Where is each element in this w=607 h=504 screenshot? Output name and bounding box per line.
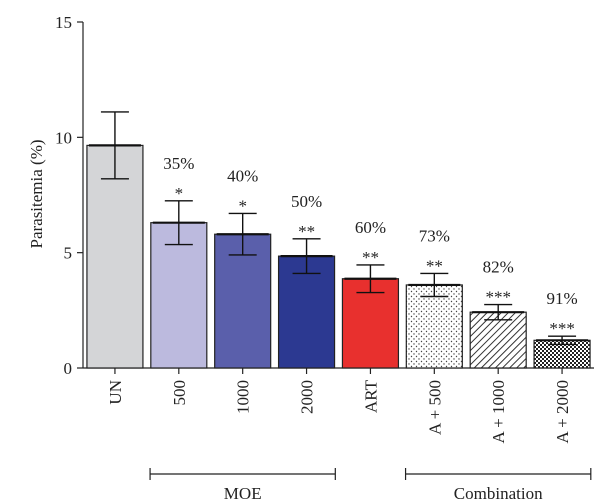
bars	[86, 144, 591, 369]
reduction-label: 73%	[419, 226, 450, 245]
x-tick-label: A + 1000	[489, 380, 508, 443]
reduction-label: 91%	[546, 289, 577, 308]
x-tick-label: A + 2000	[553, 380, 572, 443]
significance-label: *	[175, 184, 184, 203]
significance-label: **	[362, 248, 379, 267]
bar	[341, 278, 400, 369]
reduction-label: 35%	[163, 154, 194, 173]
bar	[469, 311, 527, 369]
reduction-label: 82%	[483, 258, 514, 277]
group-brackets: MOE Combination	[149, 468, 592, 503]
group-label: MOE	[224, 484, 262, 503]
x-tick-label: 2000	[298, 380, 317, 414]
significance-label: ***	[485, 288, 511, 307]
significance-label: *	[238, 196, 247, 215]
error-bars	[100, 111, 577, 346]
y-tick-label: 5	[64, 244, 73, 263]
x-tick-label: ART	[361, 379, 380, 413]
x-tick-label: A + 500	[425, 380, 444, 435]
y-tick-label: 10	[55, 128, 72, 147]
reduction-label: 40%	[227, 166, 258, 185]
y-tick-label: 15	[55, 13, 72, 32]
bar	[150, 222, 208, 369]
x-tick-labels: UN 500 1000 2000 ART A + 500 A + 1000 A + 2000	[106, 368, 572, 443]
x-tick-label: 500	[170, 380, 189, 406]
x-tick-label: 1000	[234, 380, 253, 414]
group-label: Combination	[454, 484, 543, 503]
significance-label: **	[426, 256, 443, 275]
x-tick-label: UN	[106, 380, 125, 405]
significance-label: ***	[549, 319, 575, 338]
significance-label: **	[298, 222, 315, 241]
bar	[405, 284, 463, 369]
reduction-label: 60%	[355, 218, 386, 237]
y-tick-label: 0	[64, 359, 73, 378]
reduction-label: 50%	[291, 192, 322, 211]
y-axis-title: Parasitemia (%)	[27, 139, 46, 248]
annotations: * 35% * 40% ** 50% ** 60% ** 73% *** 82% *** 91%	[163, 154, 577, 338]
